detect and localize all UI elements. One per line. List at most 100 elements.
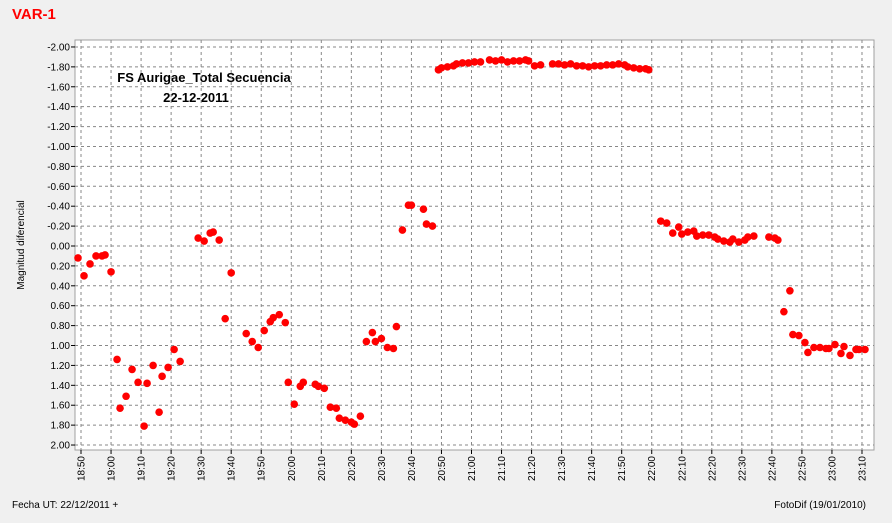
x-tick-label: 21:50	[617, 456, 628, 481]
data-point	[290, 400, 299, 409]
data-point	[275, 310, 284, 319]
x-tick-label: 20:50	[437, 456, 448, 481]
data-point	[714, 235, 722, 243]
data-point	[170, 345, 178, 354]
footer-left: Fecha UT: 22/12/2011 +	[12, 500, 118, 511]
x-tick-label: 21:10	[497, 456, 508, 481]
data-point	[140, 422, 148, 430]
y-tick-label: -2.00	[47, 42, 70, 53]
y-tick-label: -0.80	[47, 162, 70, 173]
data-point	[692, 232, 701, 240]
data-point	[810, 343, 818, 352]
data-point	[596, 62, 605, 70]
data-point	[134, 378, 142, 387]
data-point	[855, 345, 863, 354]
data-point	[248, 337, 257, 346]
data-point	[242, 329, 251, 338]
data-point	[407, 201, 416, 209]
y-tick-label: 1.40	[51, 381, 71, 392]
data-point	[428, 222, 437, 230]
y-tick-label: -1.80	[47, 62, 70, 73]
x-tick-label: 19:20	[167, 456, 178, 481]
data-point	[515, 57, 524, 65]
data-point	[383, 343, 392, 352]
data-point	[443, 63, 452, 71]
data-point	[560, 61, 569, 69]
y-tick-label: -0.60	[47, 182, 70, 193]
data-point	[452, 60, 461, 68]
data-point	[780, 307, 788, 316]
x-tick-label: 21:20	[527, 456, 538, 481]
x-tick-label: 22:00	[647, 456, 658, 481]
x-tick-label: 21:00	[467, 456, 478, 481]
y-tick-label: 0.20	[51, 261, 71, 272]
data-point	[750, 232, 758, 240]
data-point	[101, 251, 109, 259]
data-point	[371, 337, 380, 346]
data-point	[209, 228, 217, 236]
x-tick-label: 18:50	[77, 456, 88, 481]
data-point	[392, 322, 401, 331]
data-point	[299, 378, 308, 387]
data-point	[368, 328, 377, 337]
data-point	[470, 58, 479, 66]
data-point	[683, 228, 692, 236]
data-point	[530, 62, 539, 70]
y-tick-label: -0.40	[47, 202, 70, 213]
x-tick-label: 23:00	[827, 456, 838, 481]
data-point	[789, 330, 797, 339]
data-point	[662, 219, 671, 227]
data-point	[804, 348, 812, 357]
data-point	[677, 230, 686, 238]
data-point	[548, 60, 557, 68]
y-tick-label: 2.00	[51, 441, 71, 452]
data-point	[861, 345, 869, 354]
data-point	[491, 57, 500, 65]
data-point	[116, 404, 124, 413]
y-axis-label: Magnitud diferencial	[16, 200, 27, 290]
data-point	[554, 60, 563, 68]
data-point	[200, 237, 208, 245]
x-tick-label: 22:50	[797, 456, 808, 481]
y-tick-label: 1.20	[51, 361, 71, 372]
data-point	[831, 340, 839, 349]
y-tick-label: 1.00	[51, 341, 71, 352]
y-tick-label: -1.20	[47, 122, 70, 133]
data-point	[320, 384, 329, 393]
data-point	[350, 420, 359, 428]
data-point	[74, 254, 82, 262]
data-point	[389, 344, 398, 353]
x-tick-label: 19:10	[137, 456, 148, 481]
data-point	[158, 372, 166, 381]
data-point	[602, 61, 611, 69]
y-tick-label: -1.00	[47, 142, 70, 153]
footer-right: FotoDif (19/01/2010)	[774, 500, 866, 511]
y-tick-label: -0.20	[47, 222, 70, 233]
data-point	[584, 63, 593, 71]
data-point	[566, 60, 575, 68]
data-point	[86, 260, 94, 268]
x-tick-label: 22:30	[737, 456, 748, 481]
data-point	[656, 217, 665, 225]
y-tick-label: 0.80	[51, 321, 71, 332]
data-point	[720, 237, 728, 245]
data-point	[113, 355, 121, 364]
x-tick-label: 22:40	[767, 456, 778, 481]
data-point	[837, 349, 845, 358]
data-point	[795, 331, 803, 340]
data-point	[524, 57, 533, 65]
y-tick-label: 0.40	[51, 281, 71, 292]
data-point	[80, 272, 88, 280]
data-point	[629, 64, 638, 72]
data-point	[422, 220, 431, 228]
data-point	[503, 58, 512, 66]
data-point	[341, 416, 350, 424]
data-point	[215, 236, 223, 244]
y-tick-label: 1.80	[51, 421, 71, 432]
data-point	[704, 231, 713, 239]
data-point	[846, 351, 854, 360]
data-point	[497, 56, 506, 64]
data-point	[128, 365, 136, 374]
x-tick-label: 20:20	[347, 456, 358, 481]
